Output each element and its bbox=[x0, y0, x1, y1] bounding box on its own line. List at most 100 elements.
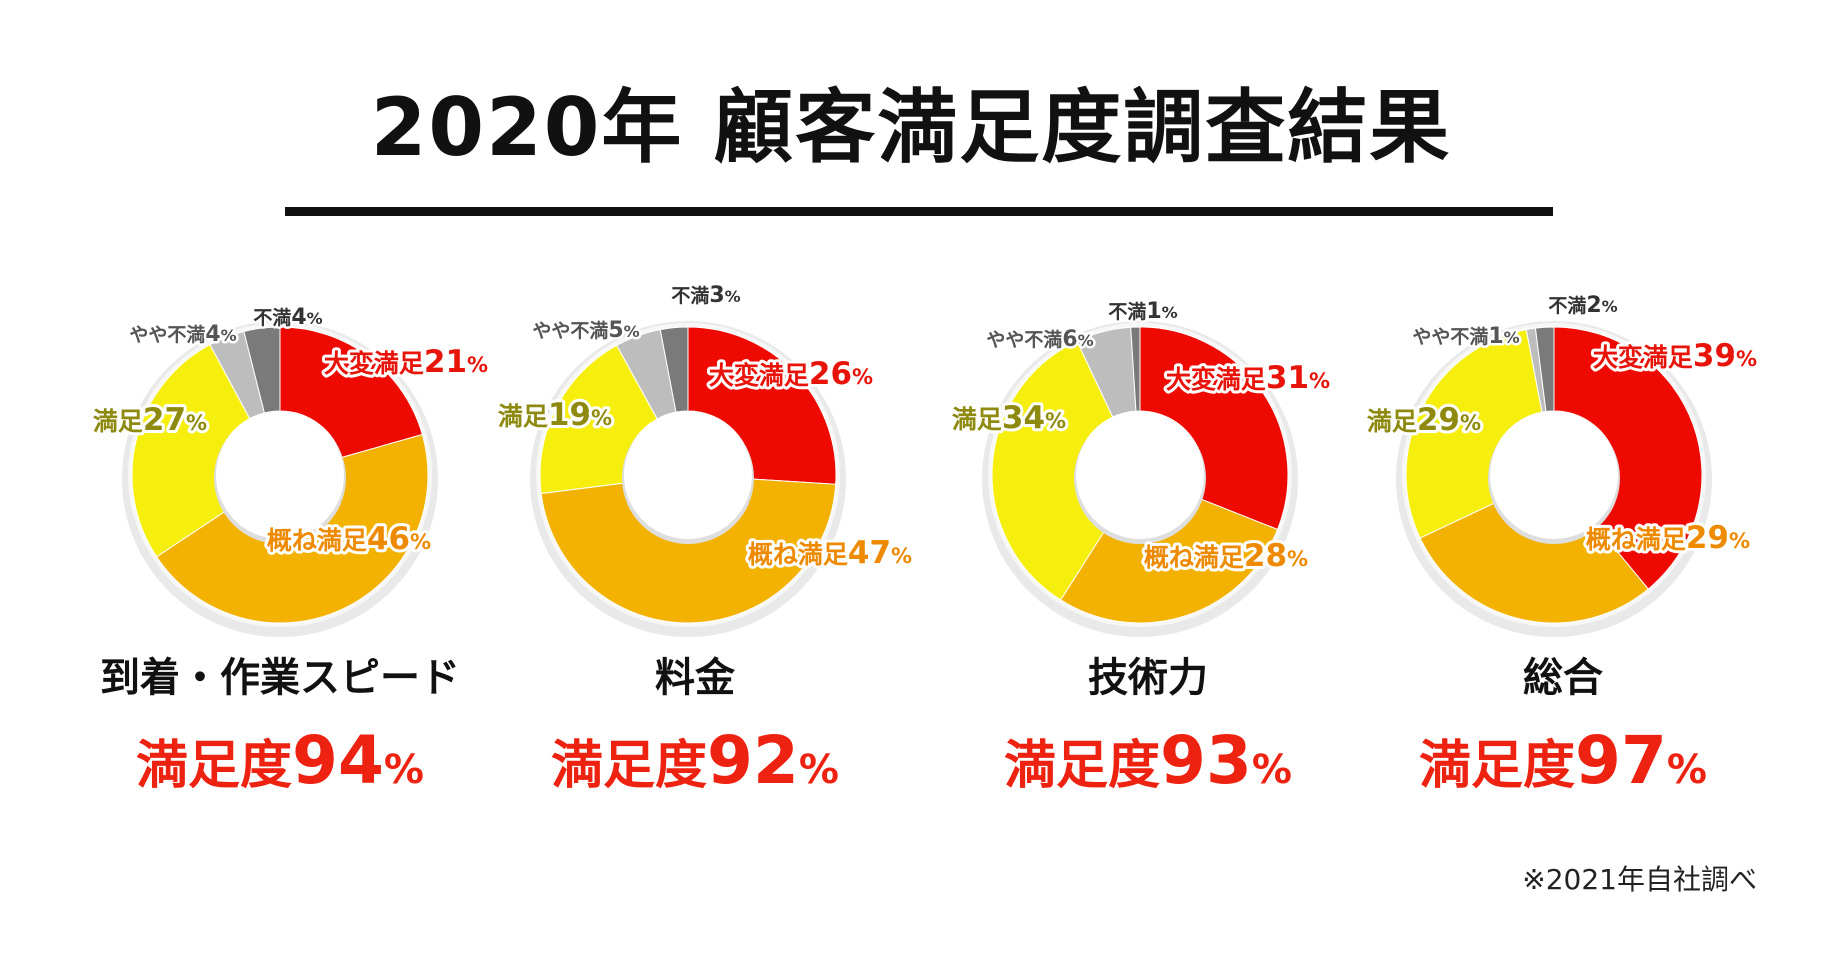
slice-label-dissatisfied: 不満1% bbox=[1108, 299, 1177, 324]
slice-label-name: 大変満足 bbox=[1166, 365, 1266, 394]
satisfaction-value: 93 bbox=[1160, 722, 1252, 799]
slice-label-unit: % bbox=[221, 326, 237, 345]
slice-label-name: 不満 bbox=[1108, 301, 1146, 323]
slice-label-name: やや不満 bbox=[129, 324, 205, 346]
slice-label-unit: % bbox=[186, 411, 207, 435]
slice-label-dissatisfied: 不満3% bbox=[671, 283, 740, 308]
satisfaction-unit: % bbox=[1666, 747, 1707, 793]
slice-label-mostly-satisfied: 概ね満足28% bbox=[1144, 538, 1308, 574]
chart-category-label: 料金 bbox=[655, 655, 735, 701]
donut-hole bbox=[1076, 411, 1204, 539]
satisfaction-value: 94 bbox=[292, 722, 384, 799]
satisfaction-label: 満足度 bbox=[551, 736, 708, 796]
slice-label-name: 概ね満足 bbox=[1586, 525, 1686, 554]
slice-label-value: 39 bbox=[1693, 338, 1736, 374]
satisfaction-summary: 満足度92% bbox=[465, 728, 925, 794]
slice-label-name: 不満 bbox=[253, 307, 291, 329]
slice-label-name: 満足 bbox=[498, 402, 548, 431]
slice-label-name: 不満 bbox=[671, 285, 709, 307]
slice-label-name: 満足 bbox=[1367, 407, 1417, 436]
slice-label-name: 大変満足 bbox=[709, 361, 809, 390]
slice-label-unit: % bbox=[1045, 409, 1066, 433]
slice-label-unit: % bbox=[1460, 411, 1481, 435]
slice-label-value: 46 bbox=[367, 521, 410, 557]
donut-chart: 大変満足21%概ね満足46%満足27%やや不満4%不満4% bbox=[90, 303, 491, 637]
slice-label-dissatisfied: 不満2% bbox=[1548, 293, 1617, 318]
satisfaction-label: 満足度 bbox=[1004, 736, 1161, 796]
footnote: ※2021年自社調べ bbox=[1522, 863, 1757, 896]
slice-label-unit: % bbox=[1078, 331, 1094, 350]
slice-label-name: やや不満 bbox=[986, 329, 1062, 351]
slice-label-somewhat-dissatisfied: やや不満4% bbox=[129, 322, 236, 347]
donut-chart: 大変満足26%概ね満足47%満足19%やや不満5%不満3% bbox=[495, 281, 915, 637]
slice-label-name: 概ね満足 bbox=[748, 540, 848, 569]
slice-label-name: 概ね満足 bbox=[1144, 543, 1244, 572]
slice-label-satisfied: 満足27% bbox=[93, 402, 207, 438]
slice-label-unit: % bbox=[1729, 529, 1750, 553]
donut-hole bbox=[216, 411, 344, 539]
slice-label-value: 47 bbox=[848, 535, 891, 571]
slice-label-very-satisfied: 大変満足31% bbox=[1166, 360, 1330, 396]
slice-label-name: 大変満足 bbox=[1593, 343, 1693, 372]
slice-label-name: 満足 bbox=[93, 407, 143, 436]
chart-category-label: 到着・作業スピード bbox=[100, 655, 460, 701]
slice-label-value: 4 bbox=[205, 322, 220, 347]
slice-label-unit: % bbox=[307, 309, 323, 328]
slice-label-value: 1 bbox=[1488, 324, 1503, 349]
slice-label-unit: % bbox=[410, 530, 431, 554]
slice-label-value: 26 bbox=[809, 356, 852, 392]
slice-label-value: 19 bbox=[548, 397, 591, 433]
slice-label-name: 不満 bbox=[1548, 295, 1586, 317]
slice-label-name: 概ね満足 bbox=[267, 526, 367, 555]
slice-label-value: 27 bbox=[143, 402, 186, 438]
slice-label-name: 満足 bbox=[952, 405, 1002, 434]
slice-label-mostly-satisfied: 概ね満足46% bbox=[267, 521, 431, 557]
slice-label-unit: % bbox=[1602, 297, 1618, 316]
satisfaction-summary: 満足度94% bbox=[50, 728, 510, 794]
slice-label-very-satisfied: 大変満足26% bbox=[709, 356, 873, 392]
page-title: 2020年 顧客満足度調査結果 bbox=[370, 81, 1452, 174]
satisfaction-summary: 満足度97% bbox=[1333, 728, 1793, 794]
slice-label-very-satisfied: 大変満足39% bbox=[1593, 338, 1757, 374]
slice-label-satisfied: 満足19% bbox=[498, 397, 612, 433]
slice-label-unit: % bbox=[467, 353, 488, 377]
slice-label-unit: % bbox=[591, 406, 612, 430]
slice-label-value: 34 bbox=[1002, 400, 1045, 436]
satisfaction-unit: % bbox=[798, 747, 839, 793]
slice-label-unit: % bbox=[852, 365, 873, 389]
donut-hole bbox=[1490, 411, 1618, 539]
slice-label-somewhat-dissatisfied: やや不満1% bbox=[1412, 324, 1519, 349]
slice-label-somewhat-dissatisfied: やや不満6% bbox=[986, 327, 1093, 352]
slice-label-satisfied: 満足34% bbox=[952, 400, 1066, 436]
title-underline bbox=[285, 207, 1553, 216]
slice-label-mostly-satisfied: 概ね満足47% bbox=[748, 535, 912, 571]
satisfaction-summary: 満足度93% bbox=[918, 728, 1378, 794]
donut-chart: 大変満足39%概ね満足29%満足29%やや不満1%不満2% bbox=[1364, 291, 1760, 637]
satisfaction-unit: % bbox=[383, 747, 424, 793]
satisfaction-unit: % bbox=[1251, 747, 1292, 793]
slice-label-value: 6 bbox=[1062, 327, 1077, 352]
slice-label-unit: % bbox=[1736, 347, 1757, 371]
slice-label-value: 29 bbox=[1686, 520, 1729, 556]
satisfaction-label: 満足度 bbox=[136, 736, 293, 796]
slice-label-dissatisfied: 不満4% bbox=[253, 305, 322, 330]
slice-label-unit: % bbox=[1162, 303, 1178, 322]
slice-label-name: やや不満 bbox=[1412, 326, 1488, 348]
slice-label-value: 1 bbox=[1146, 299, 1161, 324]
satisfaction-label: 満足度 bbox=[1419, 736, 1576, 796]
slice-label-value: 2 bbox=[1586, 293, 1601, 318]
slice-label-satisfied: 満足29% bbox=[1367, 402, 1481, 438]
slice-label-value: 31 bbox=[1266, 360, 1309, 396]
slice-label-name: やや不満 bbox=[532, 320, 608, 342]
chart-category-label: 技術力 bbox=[1088, 655, 1208, 701]
donut-hole bbox=[624, 411, 752, 539]
donut-chart: 大変満足31%概ね満足28%満足34%やや不満6%不満1% bbox=[949, 297, 1333, 637]
slice-label-name: 大変満足 bbox=[324, 349, 424, 378]
slice-label-unit: % bbox=[891, 544, 912, 568]
slice-label-very-satisfied: 大変満足21% bbox=[324, 344, 488, 380]
slice-label-value: 5 bbox=[608, 318, 623, 343]
slice-label-value: 29 bbox=[1417, 402, 1460, 438]
slice-label-unit: % bbox=[1287, 547, 1308, 571]
slice-label-unit: % bbox=[624, 322, 640, 341]
satisfaction-value: 97 bbox=[1575, 722, 1667, 799]
